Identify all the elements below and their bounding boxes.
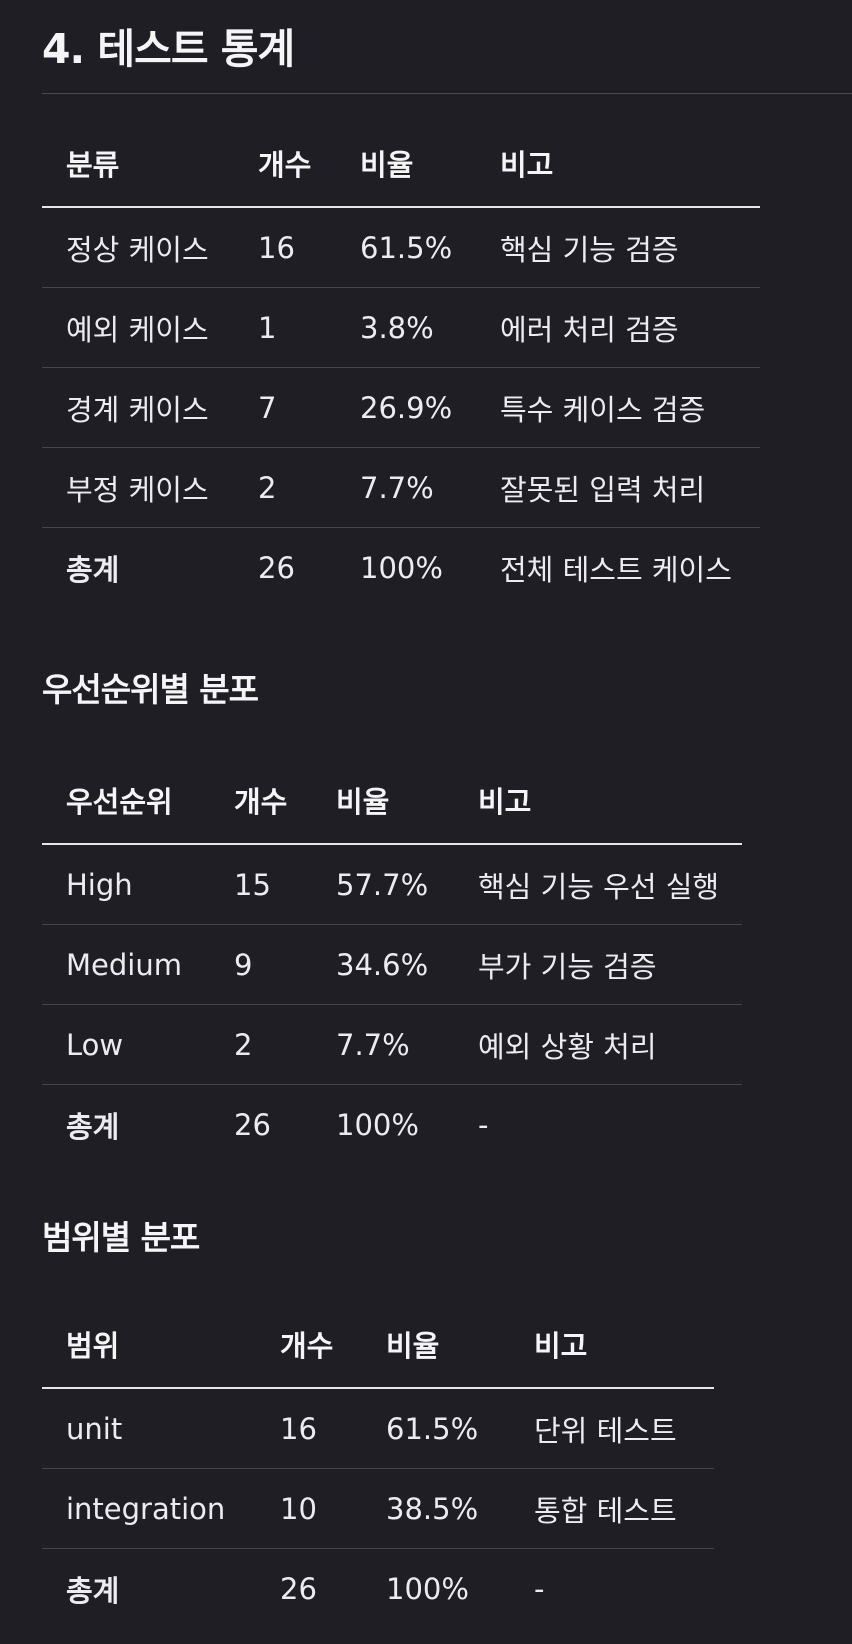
- cell-count: 15: [210, 844, 312, 925]
- cell-count: 16: [234, 207, 336, 288]
- cell-count: 7: [234, 367, 336, 448]
- cell-category: 예외 케이스: [42, 287, 234, 368]
- cell-ratio: 34.6%: [312, 924, 454, 1005]
- cell-count: 26: [280, 1571, 317, 1606]
- header-priority: 우선순위: [42, 756, 210, 845]
- cell-count: 9: [210, 924, 312, 1005]
- header-ratio: 비율: [312, 756, 454, 845]
- cell-count: 1: [234, 287, 336, 368]
- header-count: 개수: [210, 756, 312, 845]
- cell-count: 16: [256, 1388, 362, 1469]
- cell-priority: Low: [42, 1004, 210, 1085]
- table-header-row: 우선순위 개수 비율 비고: [42, 756, 742, 845]
- table-row: unit 16 61.5% 단위 테스트: [42, 1388, 714, 1469]
- cell-category: 정상 케이스: [42, 207, 234, 288]
- cell-total-label: 총계: [66, 552, 120, 587]
- cell-note: -: [478, 1107, 489, 1142]
- scope-table: 범위 개수 비율 비고 unit 16 61.5% 단위 테스트 integra…: [42, 1300, 714, 1628]
- cell-count: 10: [256, 1468, 362, 1549]
- cell-ratio: 7.7%: [312, 1004, 454, 1085]
- cell-ratio: 100%: [336, 1107, 419, 1142]
- cell-ratio: 7.7%: [336, 447, 476, 528]
- priority-table: 우선순위 개수 비율 비고 High 15 57.7% 핵심 기능 우선 실행 …: [42, 756, 742, 1164]
- cell-total-label: 총계: [66, 1573, 120, 1608]
- table-row: 예외 케이스 1 3.8% 에러 처리 검증: [42, 287, 760, 368]
- section-title-scope: 범위별 분포: [42, 1218, 200, 1257]
- header-count: 개수: [256, 1300, 362, 1389]
- table-row: 경계 케이스 7 26.9% 특수 케이스 검증: [42, 367, 760, 448]
- cell-note: 부가 기능 검증: [454, 924, 742, 1005]
- cell-ratio: 26.9%: [336, 367, 476, 448]
- cell-category: 경계 케이스: [42, 367, 234, 448]
- header-ratio: 비율: [336, 119, 476, 208]
- cell-priority: High: [42, 844, 210, 925]
- table-header-row: 분류 개수 비율 비고: [42, 119, 760, 208]
- table-row: Low 2 7.7% 예외 상황 처리: [42, 1004, 742, 1085]
- cell-category: 부정 케이스: [42, 447, 234, 528]
- header-note: 비고: [476, 119, 760, 208]
- cell-ratio: 57.7%: [312, 844, 454, 925]
- header-note: 비고: [454, 756, 742, 845]
- table-total-row: 총계 26 100% 전체 테스트 케이스: [42, 528, 760, 608]
- cell-note: -: [534, 1571, 545, 1606]
- cell-count: 26: [258, 550, 295, 585]
- cell-note: 특수 케이스 검증: [476, 367, 760, 448]
- cell-note: 예외 상황 처리: [454, 1004, 742, 1085]
- cell-ratio: 100%: [360, 550, 443, 585]
- cell-count: 2: [234, 447, 336, 528]
- table-row: High 15 57.7% 핵심 기능 우선 실행: [42, 844, 742, 925]
- table-header-row: 범위 개수 비율 비고: [42, 1300, 714, 1389]
- header-count: 개수: [234, 119, 336, 208]
- cell-total-label: 총계: [66, 1109, 120, 1144]
- cell-priority: Medium: [42, 924, 210, 1005]
- header-note: 비고: [510, 1300, 714, 1389]
- category-table: 분류 개수 비율 비고 정상 케이스 16 61.5% 핵심 기능 검증 예외 …: [42, 119, 760, 607]
- header-ratio: 비율: [362, 1300, 510, 1389]
- cell-count: 26: [234, 1107, 271, 1142]
- cell-note: 단위 테스트: [510, 1388, 714, 1469]
- cell-note: 전체 테스트 케이스: [500, 552, 732, 587]
- header-scope: 범위: [42, 1300, 256, 1389]
- cell-ratio: 38.5%: [362, 1468, 510, 1549]
- table-row: 정상 케이스 16 61.5% 핵심 기능 검증: [42, 207, 760, 288]
- page-title: 4. 테스트 통계: [42, 25, 295, 73]
- table-row: 부정 케이스 2 7.7% 잘못된 입력 처리: [42, 447, 760, 528]
- cell-count: 2: [210, 1004, 312, 1085]
- table-row: Medium 9 34.6% 부가 기능 검증: [42, 924, 742, 1005]
- cell-ratio: 100%: [386, 1571, 469, 1606]
- cell-note: 핵심 기능 검증: [476, 207, 760, 288]
- cell-scope: integration: [42, 1468, 256, 1549]
- cell-note: 통합 테스트: [510, 1468, 714, 1549]
- section-title-priority: 우선순위별 분포: [42, 670, 259, 709]
- cell-ratio: 61.5%: [336, 207, 476, 288]
- cell-note: 핵심 기능 우선 실행: [454, 844, 742, 925]
- table-total-row: 총계 26 100% -: [42, 1549, 714, 1629]
- title-divider: [42, 93, 852, 94]
- cell-note: 잘못된 입력 처리: [476, 447, 760, 528]
- cell-ratio: 3.8%: [336, 287, 476, 368]
- table-total-row: 총계 26 100% -: [42, 1085, 742, 1165]
- cell-scope: unit: [42, 1388, 256, 1469]
- header-category: 분류: [42, 119, 234, 208]
- table-row: integration 10 38.5% 통합 테스트: [42, 1468, 714, 1549]
- cell-note: 에러 처리 검증: [476, 287, 760, 368]
- cell-ratio: 61.5%: [362, 1388, 510, 1469]
